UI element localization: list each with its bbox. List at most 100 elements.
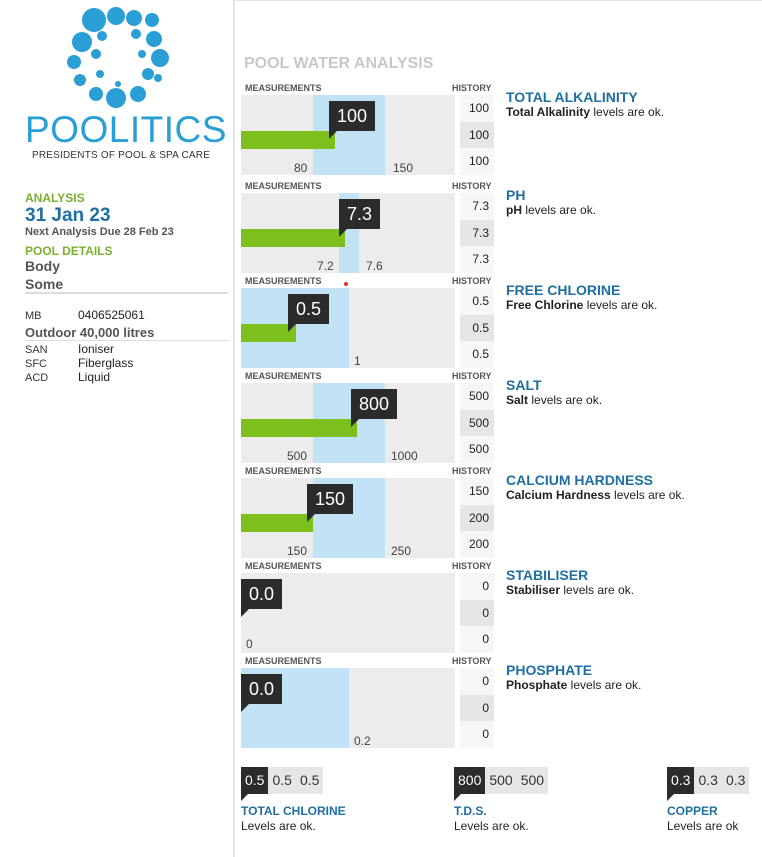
gauge: 0.0 0.2 bbox=[241, 668, 455, 748]
history-value: 0.5 bbox=[460, 288, 494, 315]
range-high-label: 250 bbox=[391, 544, 412, 558]
gauge: 100 80 150 bbox=[241, 95, 455, 175]
history-value: 150 bbox=[460, 478, 494, 505]
current-value-bubble: 0.0 bbox=[241, 579, 283, 617]
san-key: SAN bbox=[25, 344, 48, 356]
acd-key: ACD bbox=[25, 372, 49, 384]
status-rest: levels are ok. bbox=[522, 203, 597, 217]
status-bold: Phosphate bbox=[506, 678, 568, 692]
status-info: FREE CHLORINE Free Chlorine levels are o… bbox=[506, 282, 761, 312]
status-text: Free Chlorine levels are ok. bbox=[506, 298, 761, 312]
history-column: 100 100 100 bbox=[460, 95, 494, 175]
measurements-header: MEASUREMENTS bbox=[245, 276, 322, 286]
history-value: 0 bbox=[460, 694, 494, 722]
status-info: TOTAL ALKALINITY Total Alkalinity levels… bbox=[506, 89, 761, 119]
status-rest: levels are ok. bbox=[590, 105, 665, 119]
status-rest: levels are ok. bbox=[560, 583, 635, 597]
measurements-header: MEASUREMENTS bbox=[245, 181, 322, 191]
history-header: HISTORY bbox=[452, 371, 492, 381]
sfc-value: Fiberglass bbox=[78, 356, 134, 370]
level-bar bbox=[241, 514, 313, 532]
status-rest: levels are ok. bbox=[610, 488, 685, 502]
sidebar: POOLITICS PRESIDENTS OF POOL & SPA CARE … bbox=[0, 0, 235, 857]
history-value: 100 bbox=[460, 148, 494, 175]
pool-description: Outdoor 40,000 litres bbox=[25, 325, 155, 340]
gauge: 800 500 1000 bbox=[241, 383, 455, 463]
mini-history-value: 500 bbox=[516, 767, 549, 794]
customer-name-line2: Some bbox=[25, 276, 64, 292]
status-text: Salt levels are ok. bbox=[506, 393, 761, 407]
history-value: 500 bbox=[460, 436, 494, 463]
history-header: HISTORY bbox=[452, 656, 492, 666]
mini-title: COPPER bbox=[667, 804, 718, 818]
pool-details-label: POOL DETAILS bbox=[25, 244, 113, 258]
current-value-bubble: 800 bbox=[351, 389, 398, 427]
mobile-value: 0406525061 bbox=[78, 308, 145, 322]
range-high-label: 1 bbox=[354, 354, 361, 368]
mini-history-value: 0.3 bbox=[694, 767, 722, 794]
status-rest: levels are ok. bbox=[583, 298, 658, 312]
measurement-row-ph: MEASUREMENTS HISTORY 7.3 7.2 7.6 7.3 7.3… bbox=[241, 181, 761, 273]
range-low-label: 7.2 bbox=[317, 259, 334, 273]
level-bar bbox=[241, 229, 345, 247]
gauge: 0.0 0 bbox=[241, 573, 455, 653]
current-value-bubble: 7.3 bbox=[339, 199, 381, 237]
current-value-bubble: 150 bbox=[307, 484, 354, 522]
mobile-row: MB 0406525061 bbox=[25, 308, 145, 322]
history-value: 7.3 bbox=[460, 246, 494, 273]
mini-measurement-copper: 0.3 0.3 0.3 COPPER Levels are ok bbox=[667, 767, 750, 833]
mini-values: 0.5 0.5 0.5 bbox=[241, 767, 346, 801]
history-value: 7.3 bbox=[460, 193, 494, 220]
range-high-label: 0.2 bbox=[354, 734, 371, 748]
status-text: Stabiliser levels are ok. bbox=[506, 583, 761, 597]
mini-current-value: 800 bbox=[454, 767, 486, 801]
mini-status: Levels are ok bbox=[667, 819, 739, 833]
parameter-title: TOTAL ALKALINITY bbox=[506, 89, 638, 105]
history-column: 0 0 0 bbox=[460, 573, 494, 653]
history-value: 200 bbox=[460, 504, 494, 532]
mini-title: T.D.S. bbox=[454, 804, 487, 818]
measurements-header: MEASUREMENTS bbox=[245, 656, 322, 666]
gauge: 150 150 250 bbox=[241, 478, 455, 558]
measurement-row-total-alkalinity: MEASUREMENTS HISTORY 100 80 150 100 100 … bbox=[241, 83, 761, 175]
acd-value: Liquid bbox=[78, 370, 111, 384]
mini-measurement-total-chlorine: 0.5 0.5 0.5 TOTAL CHLORINE Levels are ok… bbox=[241, 767, 346, 833]
status-bold: pH bbox=[506, 203, 522, 217]
mini-current-value: 0.3 bbox=[667, 767, 695, 801]
top-border bbox=[235, 0, 762, 1]
history-column: 0.5 0.5 0.5 bbox=[460, 288, 494, 368]
level-bar bbox=[241, 324, 296, 342]
history-value: 0 bbox=[460, 721, 494, 748]
parameter-title: PH bbox=[506, 187, 526, 203]
next-analysis-due: Next Analysis Due 28 Feb 23 bbox=[25, 226, 174, 238]
parameter-title: PHOSPHATE bbox=[506, 662, 593, 678]
mini-values: 0.3 0.3 0.3 bbox=[667, 767, 750, 801]
history-value: 7.3 bbox=[460, 219, 494, 247]
history-header: HISTORY bbox=[452, 561, 492, 571]
history-header: HISTORY bbox=[452, 466, 492, 476]
measurements-header: MEASUREMENTS bbox=[245, 83, 322, 93]
history-header: HISTORY bbox=[452, 83, 492, 93]
measurements-header: MEASUREMENTS bbox=[245, 466, 322, 476]
parameter-title: SALT bbox=[506, 377, 542, 393]
status-bold: Free Chlorine bbox=[506, 298, 584, 312]
history-column: 150 200 200 bbox=[460, 478, 494, 558]
range-low-label: 80 bbox=[294, 161, 308, 175]
mini-history-value: 0.5 bbox=[268, 767, 296, 794]
divider bbox=[25, 292, 228, 294]
history-value: 100 bbox=[460, 121, 494, 149]
history-value: 0 bbox=[460, 573, 494, 600]
logo-wordmark: POOLITICS bbox=[25, 109, 227, 150]
measurement-row-calcium-hardness: MEASUREMENTS HISTORY 150 150 250 150 200… bbox=[241, 466, 761, 558]
parameter-title: FREE CHLORINE bbox=[506, 282, 621, 298]
range-low-label: 0 bbox=[246, 637, 253, 651]
section-title: POOL WATER ANALYSIS bbox=[244, 55, 434, 72]
range-high-label: 1000 bbox=[391, 449, 418, 463]
gauge: 7.3 7.2 7.6 bbox=[241, 193, 455, 273]
history-column: 7.3 7.3 7.3 bbox=[460, 193, 494, 273]
current-value-bubble: 0.0 bbox=[241, 674, 283, 712]
status-bold: Total Alkalinity bbox=[506, 105, 591, 119]
alert-dot-icon bbox=[344, 282, 348, 286]
mobile-key: MB bbox=[25, 310, 42, 322]
range-high-label: 150 bbox=[393, 161, 414, 175]
